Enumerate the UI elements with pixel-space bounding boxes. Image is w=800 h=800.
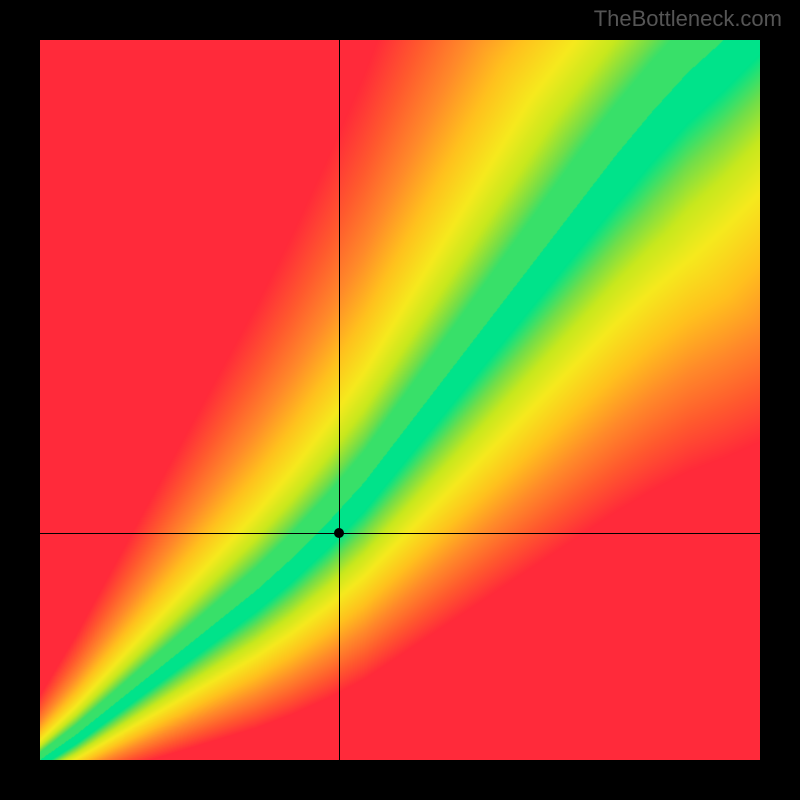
crosshair-vertical — [339, 40, 340, 760]
heatmap-canvas — [40, 40, 760, 760]
crosshair-horizontal — [40, 533, 760, 534]
plot-area — [40, 40, 760, 760]
watermark-text: TheBottleneck.com — [594, 6, 782, 32]
marker-dot — [334, 528, 344, 538]
chart-container: TheBottleneck.com — [0, 0, 800, 800]
